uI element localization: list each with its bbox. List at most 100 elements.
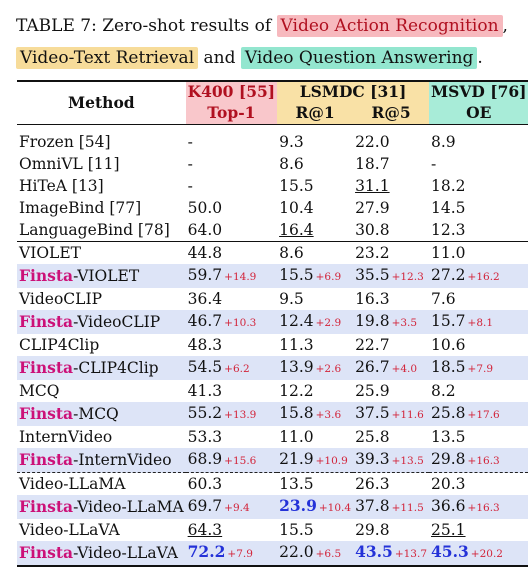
table-row: VIOLET 44.8 8.6 23.2 11.0	[17, 241, 529, 264]
k400-gain: +10.3	[224, 317, 257, 329]
table-row-finsta: Finsta-MCQ 55.2 +13.9 15.8 +3.6 37.5 +11.6 …	[17, 402, 529, 426]
table-row-finsta: Finsta-VIOLET 59.7 +14.9 15.5 +6.9 35.5 +12…	[17, 264, 529, 288]
header-row-datasets: Method K400 [55] LSMDC [31] MSVD [76]	[17, 81, 529, 125]
caption-task-question-answering: Video Question Answering	[240, 47, 478, 69]
r5-gain: +11.5	[391, 502, 424, 514]
r1-cell: 22.0 +6.5	[277, 541, 354, 567]
r5-cell: 26.3	[353, 472, 430, 495]
method-cell: Finsta-CLIP4Clip	[17, 356, 186, 380]
r5-value: 37.5	[355, 404, 390, 422]
oe-gain: +17.6	[467, 409, 500, 421]
method-cell: Finsta-Video-LLaMA	[17, 495, 186, 519]
r1-cell: 15.5 +6.9	[277, 264, 354, 288]
oe-cell: 18.5 +7.9	[429, 356, 529, 380]
k400-value: 59.7	[187, 266, 223, 284]
method-cell: Finsta-InternVideo	[17, 448, 186, 473]
oe-cell: 8.2	[431, 382, 456, 400]
caption-comma: ,	[502, 16, 508, 36]
method-cell: Finsta-Video-LLaVA	[17, 541, 186, 567]
k400-cell: 46.7 +10.3	[185, 310, 278, 334]
k400-cell: 59.7 +14.9	[185, 264, 278, 288]
r5-value: 37.8	[355, 497, 390, 515]
r1-value: 15.5	[279, 266, 314, 284]
msvd-header: MSVD [76]	[429, 81, 529, 102]
table-row: CLIP4Clip 48.3 11.3 22.7 10.6	[17, 334, 528, 356]
r5-cell: 16.3	[355, 290, 390, 308]
k400-value: 69.7	[187, 497, 223, 515]
oe-cell: 10.6	[431, 336, 466, 354]
r1-cell: 15.5	[279, 177, 314, 195]
table-row-finsta: Finsta-VideoCLIP 46.7 +10.3 12.4 +2.9 19.8…	[17, 310, 529, 334]
r1-cell: 8.6	[277, 241, 354, 264]
r5-cell: 19.8 +3.5	[353, 310, 430, 334]
k400-cell: 72.2 +7.9	[185, 541, 278, 567]
k400-cell: 69.7 +9.4	[185, 495, 278, 519]
r5-gain: +3.5	[391, 317, 418, 329]
oe-cell: 45.3 +20.2	[429, 541, 529, 567]
r1-value: 12.4	[279, 312, 314, 330]
method-cell: VIOLET	[17, 241, 186, 264]
r5-cell: 26.7 +4.0	[353, 356, 430, 380]
method-cell: ImageBind [77]	[19, 199, 142, 217]
r5-header: R@5	[353, 102, 430, 125]
k400-cell: 53.3	[187, 428, 223, 446]
k400-cell: 64.3	[187, 521, 223, 539]
r5-cell: 37.5 +11.6	[353, 402, 430, 426]
oe-cell: 29.8 +16.3	[429, 448, 529, 473]
method-cell: LanguageBind [78]	[19, 221, 170, 239]
finsta-label: Finsta	[19, 312, 74, 331]
r5-cell: 39.3 +13.5	[353, 448, 430, 473]
method-suffix: -Video-LLaVA	[73, 544, 178, 562]
oe-gain: +20.2	[470, 548, 503, 560]
k400-gain: +13.9	[224, 409, 257, 421]
oe-gain: +16.3	[467, 502, 500, 514]
method-cell: MCQ	[19, 382, 60, 400]
k400-cell: 50.0	[187, 199, 223, 217]
finsta-label: Finsta	[19, 450, 74, 469]
r1-gain: +6.9	[315, 271, 342, 283]
r5-value: 26.7	[355, 358, 390, 376]
k400-gain: +14.9	[224, 271, 257, 283]
method-cell: Finsta-VIOLET	[17, 264, 186, 288]
r5-cell: 22.0	[355, 133, 390, 151]
r5-cell: 22.7	[355, 336, 390, 354]
k400-cell: 48.3	[187, 336, 223, 354]
finsta-label: Finsta	[19, 266, 74, 285]
caption-and: and	[203, 48, 236, 68]
method-cell: CLIP4Clip	[19, 336, 100, 354]
method-suffix: -VIOLET	[73, 267, 140, 285]
table-row: Video-LLaMA 60.3 13.5 26.3 20.3	[17, 472, 529, 495]
oe-header: OE	[429, 102, 529, 125]
k400-gain: +9.4	[224, 502, 250, 514]
oe-cell: 25.1	[431, 521, 466, 539]
oe-gain: +7.9	[467, 363, 494, 375]
method-cell: Video-LLaVA	[19, 521, 120, 539]
r1-cell: 9.3	[279, 133, 304, 151]
oe-gain: +8.1	[467, 317, 494, 329]
caption-task-action-recognition: Video Action Recognition	[276, 15, 503, 37]
oe-cell: 27.2 +16.2	[429, 264, 529, 288]
table-row: Video-LLaVA 64.3 15.5 29.8 25.1	[17, 519, 528, 541]
k400-cell: 41.3	[187, 382, 223, 400]
r1-cell: 12.4 +2.9	[277, 310, 354, 334]
oe-value: 36.6	[431, 497, 466, 515]
table-row-finsta: Finsta-Video-LLaMA 69.7 +9.4 23.9 +10.4 37…	[17, 495, 529, 519]
r5-value: 19.8	[355, 312, 390, 330]
r1-cell: 13.5	[277, 472, 354, 495]
table-row: ImageBind [77] 50.0 10.4 27.9 14.5	[17, 197, 528, 219]
k400-cell: -	[187, 155, 193, 173]
method-cell: Finsta-VideoCLIP	[17, 310, 186, 334]
r1-cell: 8.6	[279, 155, 304, 173]
table-row: Frozen [54] - 9.3 22.0 8.9	[17, 131, 528, 153]
table-row: HiTeA [13] - 15.5 31.1 18.2	[17, 175, 528, 197]
r1-gain: +3.6	[315, 409, 342, 421]
method-suffix: -CLIP4Clip	[73, 359, 159, 377]
oe-cell: 15.7 +8.1	[429, 310, 529, 334]
oe-cell: 36.6 +16.3	[429, 495, 529, 519]
header-row-metrics: Top-1 R@1 R@5 OE	[17, 102, 529, 125]
oe-gain: +16.3	[467, 455, 500, 467]
method-suffix: -InternVideo	[73, 451, 172, 469]
r1-value: 15.8	[279, 404, 314, 422]
r1-value: 22.0	[279, 543, 314, 561]
r5-gain: +4.0	[391, 363, 418, 375]
